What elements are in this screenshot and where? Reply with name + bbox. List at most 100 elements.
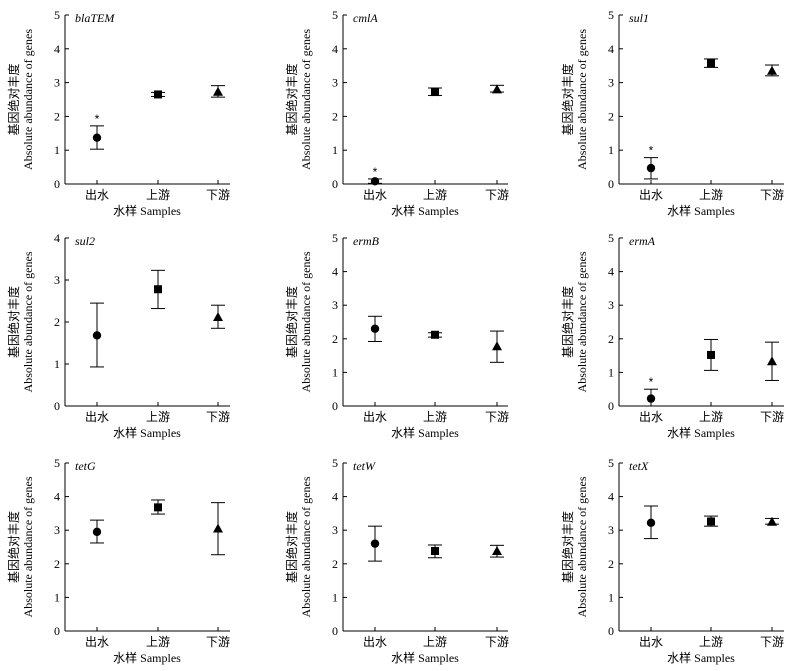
data-point-triangle: [767, 356, 777, 366]
y-tick-label: 2: [608, 557, 614, 571]
y-axis-label-cn: 基因绝对丰度: [560, 286, 575, 358]
y-tick-label: 3: [332, 523, 338, 537]
y-axis-label-en: Absolute abundance of genes: [575, 251, 589, 392]
data-point-triangle: [213, 523, 223, 533]
data-point-circle: [92, 133, 102, 142]
y-axis-label-en: Absolute abundance of genes: [575, 476, 589, 617]
y-tick-label: 5: [54, 456, 60, 470]
y-tick-label: 0: [332, 177, 338, 191]
y-axis-label-en: Absolute abundance of genes: [299, 29, 313, 170]
x-tick-label: 出水: [363, 410, 387, 424]
x-tick-label: 上游: [699, 188, 723, 202]
x-tick-label: 下游: [485, 635, 509, 649]
gene-label: ermB: [353, 234, 380, 248]
y-tick-label: 1: [332, 143, 338, 157]
data-point-triangle: [492, 84, 502, 94]
y-axis-label-cn: 基因绝对丰度: [284, 286, 299, 358]
y-tick-label: 4: [608, 42, 614, 56]
y-tick-label: 3: [54, 523, 60, 537]
significance-mark: *: [95, 112, 100, 126]
y-tick-label: 1: [608, 365, 614, 379]
x-tick-label: 出水: [639, 188, 663, 202]
x-axis-label: 水样 Samples: [667, 650, 735, 665]
x-tick-label: 下游: [485, 410, 509, 424]
y-tick-label: 4: [54, 490, 60, 504]
data-point-square: [431, 547, 439, 556]
x-tick-label: 上游: [423, 410, 447, 424]
data-point-circle: [92, 527, 102, 537]
x-tick-label: 下游: [760, 410, 784, 424]
significance-mark: *: [373, 165, 378, 179]
y-axis-label-en: Absolute abundance of genes: [299, 251, 313, 392]
data-point-square: [707, 350, 715, 359]
data-point-triangle: [213, 311, 223, 321]
y-tick-label: 5: [332, 231, 338, 245]
data-point-circle: [646, 518, 656, 528]
y-axis-label-cn: 基因绝对丰度: [6, 511, 21, 583]
y-axis-label-cn: 基因绝对丰度: [560, 511, 575, 583]
x-axis-label: 水样 Samples: [667, 203, 735, 218]
y-tick-label: 0: [608, 399, 614, 413]
y-axis-label-cn: 基因绝对丰度: [284, 63, 299, 135]
y-tick-label: 3: [332, 298, 338, 312]
gene-label: tetX: [629, 459, 649, 473]
data-point-circle: [370, 324, 380, 333]
x-tick-label: 出水: [85, 188, 109, 202]
y-tick-label: 4: [54, 231, 60, 245]
x-tick-label: 上游: [423, 635, 447, 649]
y-tick-label: 0: [608, 177, 614, 191]
x-tick-label: 上游: [146, 188, 170, 202]
y-tick-label: 2: [54, 315, 60, 329]
data-point-square: [431, 88, 439, 97]
y-tick-label: 1: [608, 143, 614, 157]
gene-label: ermA: [629, 234, 656, 248]
y-tick-label: 5: [608, 8, 614, 22]
x-tick-label: 下游: [760, 635, 784, 649]
y-tick-label: 2: [608, 109, 614, 123]
y-tick-label: 1: [332, 590, 338, 604]
data-point-square: [707, 58, 715, 67]
y-tick-label: 1: [54, 590, 60, 604]
y-axis-label-cn: 基因绝对丰度: [284, 511, 299, 583]
x-axis-label: 水样 Samples: [667, 425, 735, 440]
y-tick-label: 0: [54, 624, 60, 638]
y-tick-label: 2: [332, 332, 338, 346]
data-point-square: [431, 330, 439, 339]
gene-label: tetG: [75, 459, 96, 473]
x-axis-label: 水样 Samples: [113, 650, 181, 665]
x-tick-label: 出水: [85, 635, 109, 649]
y-tick-label: 4: [608, 490, 614, 504]
x-tick-label: 上游: [146, 410, 170, 424]
x-axis-label: 水样 Samples: [391, 650, 459, 665]
y-tick-label: 0: [332, 399, 338, 413]
x-tick-label: 下游: [206, 635, 230, 649]
y-tick-label: 2: [54, 557, 60, 571]
y-tick-label: 5: [332, 456, 338, 470]
y-tick-label: 1: [608, 590, 614, 604]
y-axis-label-cn: 基因绝对丰度: [6, 286, 21, 358]
y-tick-label: 0: [608, 624, 614, 638]
y-tick-label: 3: [54, 273, 60, 287]
y-tick-label: 1: [332, 365, 338, 379]
x-tick-label: 出水: [363, 635, 387, 649]
y-axis-label-cn: 基因绝对丰度: [6, 63, 21, 135]
y-axis-label-en: Absolute abundance of genes: [299, 476, 313, 617]
y-tick-label: 5: [332, 8, 338, 22]
data-point-triangle: [213, 86, 223, 96]
x-tick-label: 下游: [760, 188, 784, 202]
data-point-circle: [370, 539, 380, 548]
x-tick-label: 出水: [639, 635, 663, 649]
data-point-square: [707, 517, 715, 526]
data-point-triangle: [492, 546, 502, 556]
y-tick-label: 5: [54, 8, 60, 22]
data-point-square: [154, 285, 162, 294]
x-tick-label: 下游: [206, 410, 230, 424]
